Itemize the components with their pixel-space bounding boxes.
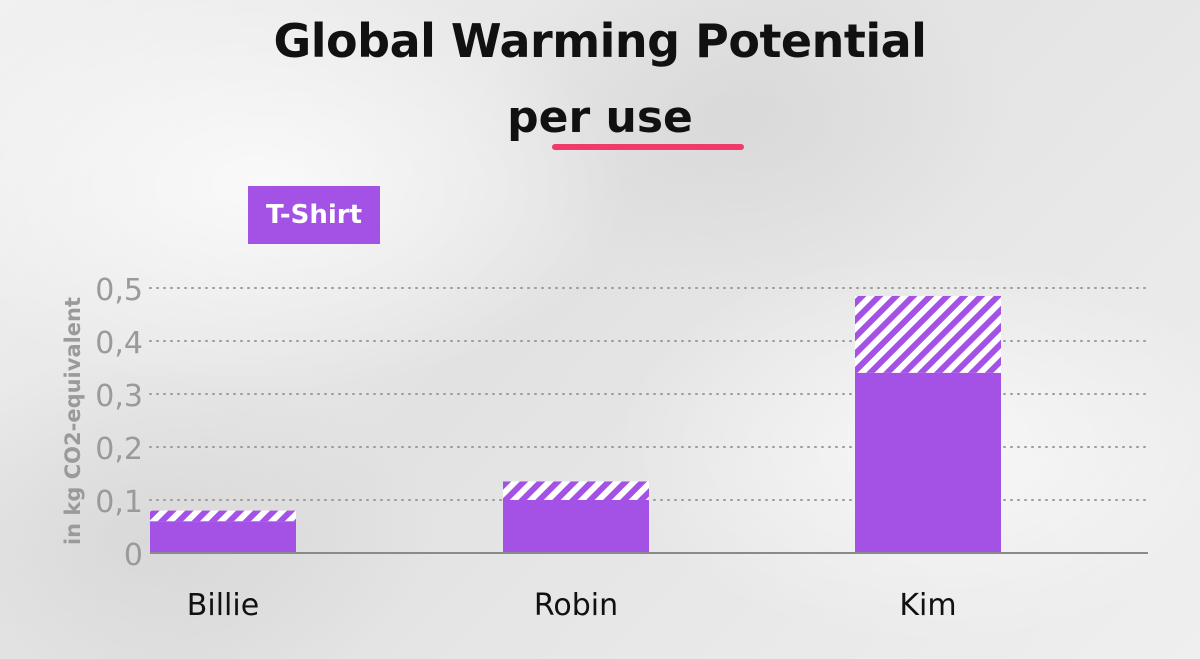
y-tick-label: 0 — [124, 538, 143, 573]
chart-title: Global Warming Potential — [273, 14, 927, 68]
bar-kim-solid — [855, 372, 1001, 553]
x-category-label: Robin — [534, 588, 618, 623]
bar-kim-hatched — [855, 295, 1001, 373]
x-category-label: Kim — [899, 588, 956, 623]
y-axis-title: in kg CO2-equivalent — [61, 297, 85, 545]
y-tick-label: 0,4 — [95, 326, 143, 361]
y-tick-label: 0,3 — [95, 379, 143, 414]
bar-billie-solid — [150, 521, 296, 553]
y-tick-label: 0,1 — [95, 485, 143, 520]
y-tick-label: 0,5 — [95, 273, 143, 308]
bar-robin-solid — [503, 500, 649, 553]
legend-tshirt: T-Shirt — [248, 186, 380, 244]
chart-subtitle: per use — [507, 92, 693, 143]
bar-billie-hatched — [150, 510, 296, 522]
x-category-label: Billie — [187, 588, 259, 623]
subtitle-underline — [552, 144, 744, 150]
bar-robin-hatched — [503, 481, 649, 500]
y-tick-label: 0,2 — [95, 432, 143, 467]
legend-label: T-Shirt — [265, 200, 363, 230]
